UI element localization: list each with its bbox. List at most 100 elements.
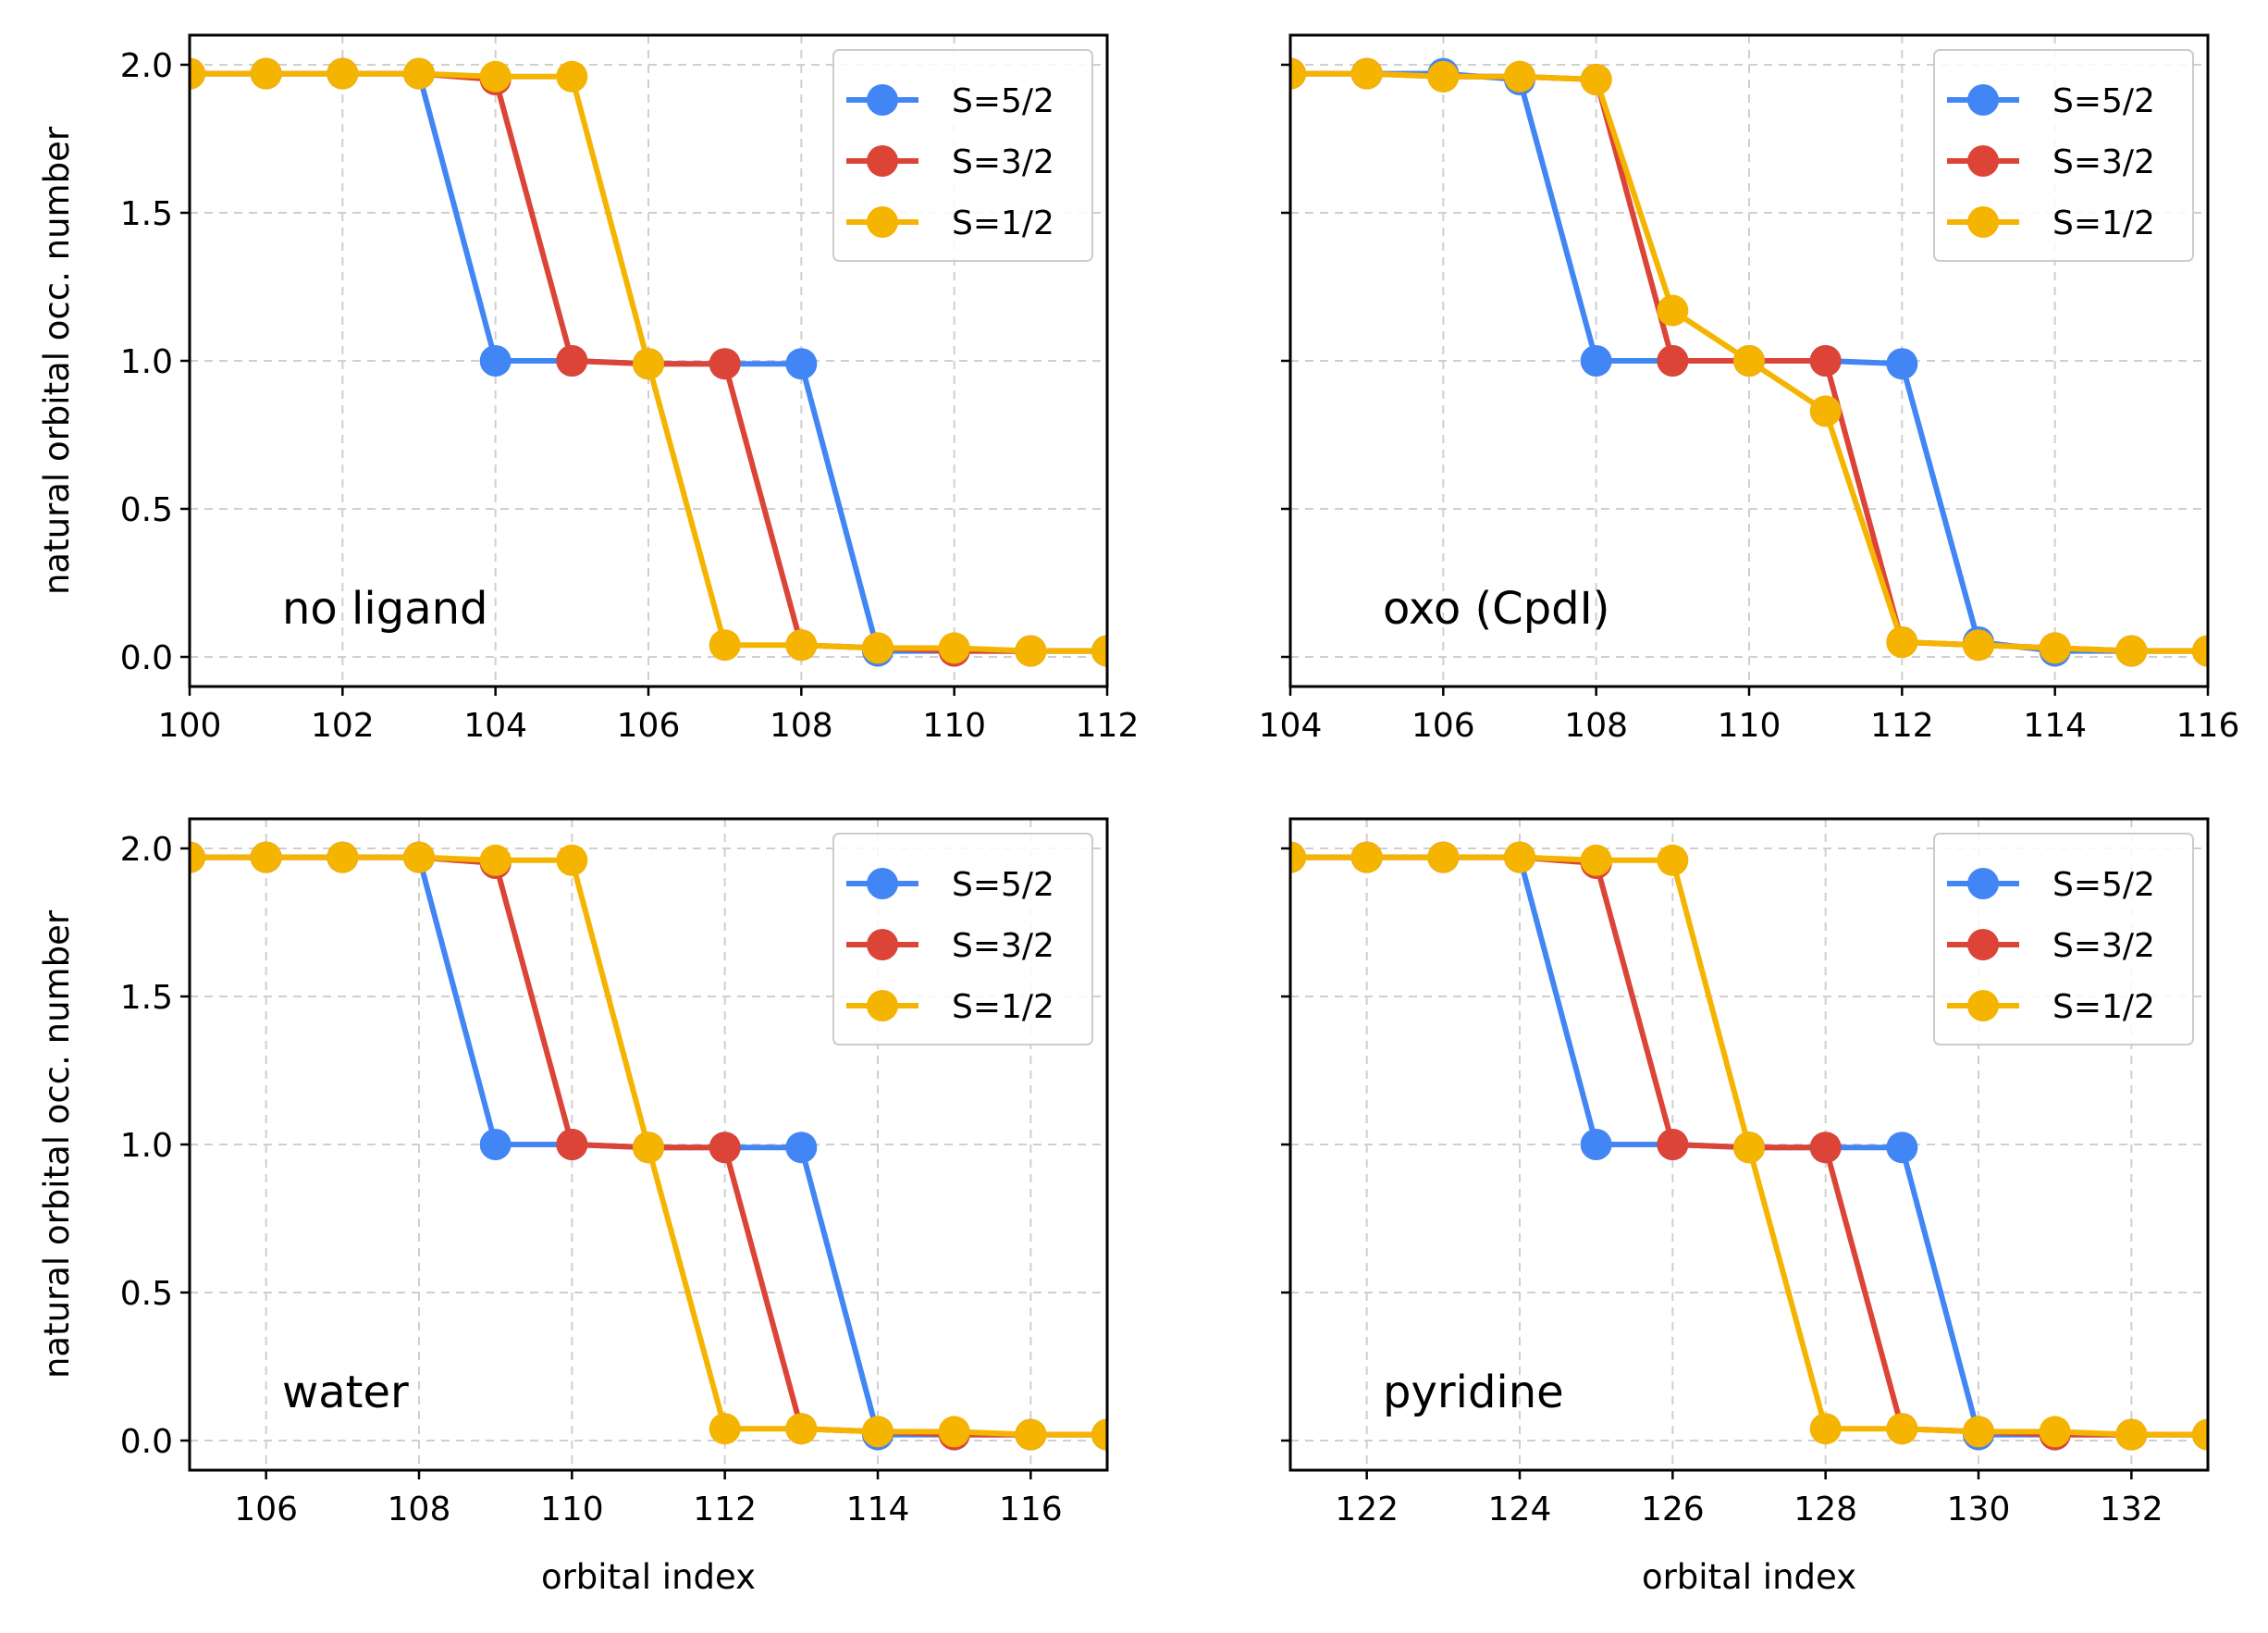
series-s-1-2 [190, 841, 1107, 1451]
data-point-s-3-2-112 [709, 1132, 741, 1164]
data-point-s-1-2-104 [479, 60, 512, 93]
data-point-s-1-2-106 [250, 841, 282, 873]
legend-marker-s-3-2 [1967, 929, 1999, 960]
y-tick-label-3: 1.5 [120, 979, 173, 1017]
data-point-s-1-2-114 [2039, 632, 2071, 664]
data-point-s-1-2-100 [190, 57, 205, 90]
x-tick-label-106: 106 [617, 707, 681, 745]
subplot-4: 122 124 126 128 130 132 pyridine S=5/2 S=3/2 S=1/… [1281, 817, 2210, 1597]
data-point-s-1-2-114 [862, 1416, 894, 1448]
subplot-2: 104 106 108 110 112 114 116 oxo (CpdI) S=5/2 S=3/… [1259, 33, 2240, 745]
data-point-s-1-2-127 [1733, 1132, 1765, 1164]
x-tick-label-104: 104 [1259, 707, 1323, 745]
panel-annotation: no ligand [282, 583, 488, 635]
series-s-1-2 [190, 57, 1107, 667]
y-tick-label-4: 2.0 [120, 831, 173, 869]
data-point-s-3-2-107 [709, 348, 741, 380]
x-tick-label-116: 116 [2176, 707, 2240, 745]
legend-label-s-3-2: S=3/2 [2052, 927, 2155, 965]
legend-label-s-5-2: S=5/2 [952, 82, 1054, 120]
x-tick-label-114: 114 [2023, 707, 2087, 745]
data-point-s-1-2-122 [1350, 841, 1383, 873]
x-tick-label-106: 106 [234, 1491, 298, 1528]
data-point-s-1-2-128 [1809, 1413, 1842, 1445]
data-point-s-1-2-110 [1733, 345, 1765, 377]
data-point-s-5-2-129 [1886, 1132, 1918, 1164]
legend-marker-s-1-2 [867, 990, 898, 1021]
x-tick-label-110: 110 [922, 707, 986, 745]
data-point-s-1-2-113 [785, 1413, 818, 1445]
panel-annotation: oxo (CpdI) [1383, 583, 1610, 635]
x-tick-label-128: 128 [1793, 1491, 1857, 1528]
data-point-s-1-2-112 [709, 1413, 741, 1445]
x-tick-label-126: 126 [1641, 1491, 1705, 1528]
x-tick-label-110: 110 [540, 1491, 604, 1528]
legend-label-s-1-2: S=1/2 [2052, 988, 2155, 1026]
subplot-1: 100 102 104 106 108 110 112 0.0 0.5 1.0 1.5 2.0 no l… [37, 33, 1139, 745]
axes-frame [188, 817, 1109, 1472]
x-tick-label-100: 100 [158, 707, 222, 745]
data-point-s-5-2-125 [1580, 1129, 1612, 1160]
x-tick-label-102: 102 [311, 707, 375, 745]
x-tick-label-114: 114 [846, 1491, 910, 1528]
y-tick-label-2: 1.0 [120, 1127, 173, 1165]
axes-frame [1288, 817, 2210, 1472]
legend-label-s-1-2: S=1/2 [952, 204, 1054, 242]
legend-label-s-1-2: S=1/2 [952, 988, 1054, 1026]
panel-annotation: water [282, 1367, 409, 1418]
data-point-s-1-2-123 [1427, 841, 1460, 873]
y-tick-label-1: 0.5 [120, 491, 173, 529]
legend: S=5/2 S=3/2 S=1/2 [832, 49, 1093, 262]
data-point-s-1-2-112 [1091, 635, 1107, 667]
y-tick-label-1: 0.5 [120, 1275, 173, 1313]
panel-annotation: pyridine [1383, 1367, 1564, 1418]
data-point-s-1-2-110 [556, 844, 588, 876]
x-tick-label-112: 112 [693, 1491, 757, 1528]
series-s-1-2 [1290, 841, 2208, 1451]
data-point-s-1-2-104 [1290, 57, 1306, 90]
legend-label-s-3-2: S=3/2 [2052, 143, 2155, 181]
data-point-s-1-2-132 [2115, 1418, 2148, 1451]
legend-label-s-5-2: S=5/2 [2052, 82, 2155, 120]
legend-marker-s-3-2 [867, 929, 898, 960]
data-point-s-1-2-124 [1504, 841, 1535, 873]
data-point-s-3-2-109 [1657, 345, 1689, 377]
y-tick-label-3: 1.5 [120, 195, 173, 233]
data-point-s-1-2-125 [1580, 844, 1612, 876]
axes-frame [188, 33, 1109, 688]
y-tick-label-0: 0.0 [120, 1423, 173, 1461]
y-tick-label-2: 1.0 [120, 343, 173, 381]
y-tick-label-0: 0.0 [120, 639, 173, 677]
legend-label-s-3-2: S=3/2 [952, 927, 1054, 965]
x-tick-label-108: 108 [388, 1491, 451, 1528]
data-point-s-1-2-108 [785, 629, 818, 662]
legend-marker-s-1-2 [1967, 990, 1999, 1021]
y-axis-label: natural orbital occ. number [37, 126, 77, 595]
x-tick-label-122: 122 [1335, 1491, 1399, 1528]
legend-marker-s-3-2 [1967, 145, 1999, 177]
data-point-s-1-2-108 [403, 841, 435, 873]
data-point-s-1-2-111 [1809, 395, 1842, 427]
data-point-s-1-2-130 [1963, 1416, 1994, 1448]
legend-marker-s-5-2 [1967, 84, 1999, 116]
x-tick-label-106: 106 [1411, 707, 1475, 745]
plot-area [1290, 57, 2208, 667]
data-point-s-1-2-107 [327, 841, 359, 873]
x-tick-label-112: 112 [1870, 707, 1934, 745]
data-point-s-5-2-112 [1886, 348, 1918, 380]
data-point-s-3-2-110 [556, 1129, 588, 1160]
data-point-s-5-2-108 [1580, 345, 1612, 377]
data-point-s-1-2-110 [938, 632, 970, 664]
y-tick-label-4: 2.0 [120, 47, 173, 85]
data-point-s-5-2-109 [479, 1129, 512, 1160]
data-point-s-1-2-115 [2115, 635, 2148, 667]
legend-label-s-5-2: S=5/2 [952, 866, 1054, 904]
x-tick-label-132: 132 [2100, 1491, 2163, 1528]
legend: S=5/2 S=3/2 S=1/2 [1933, 833, 2194, 1045]
legend: S=5/2 S=3/2 S=1/2 [1933, 49, 2194, 262]
data-point-s-3-2-105 [556, 345, 588, 377]
data-point-s-1-2-107 [1504, 60, 1535, 93]
legend-marker-s-1-2 [867, 206, 898, 238]
data-point-s-1-2-109 [479, 844, 512, 876]
